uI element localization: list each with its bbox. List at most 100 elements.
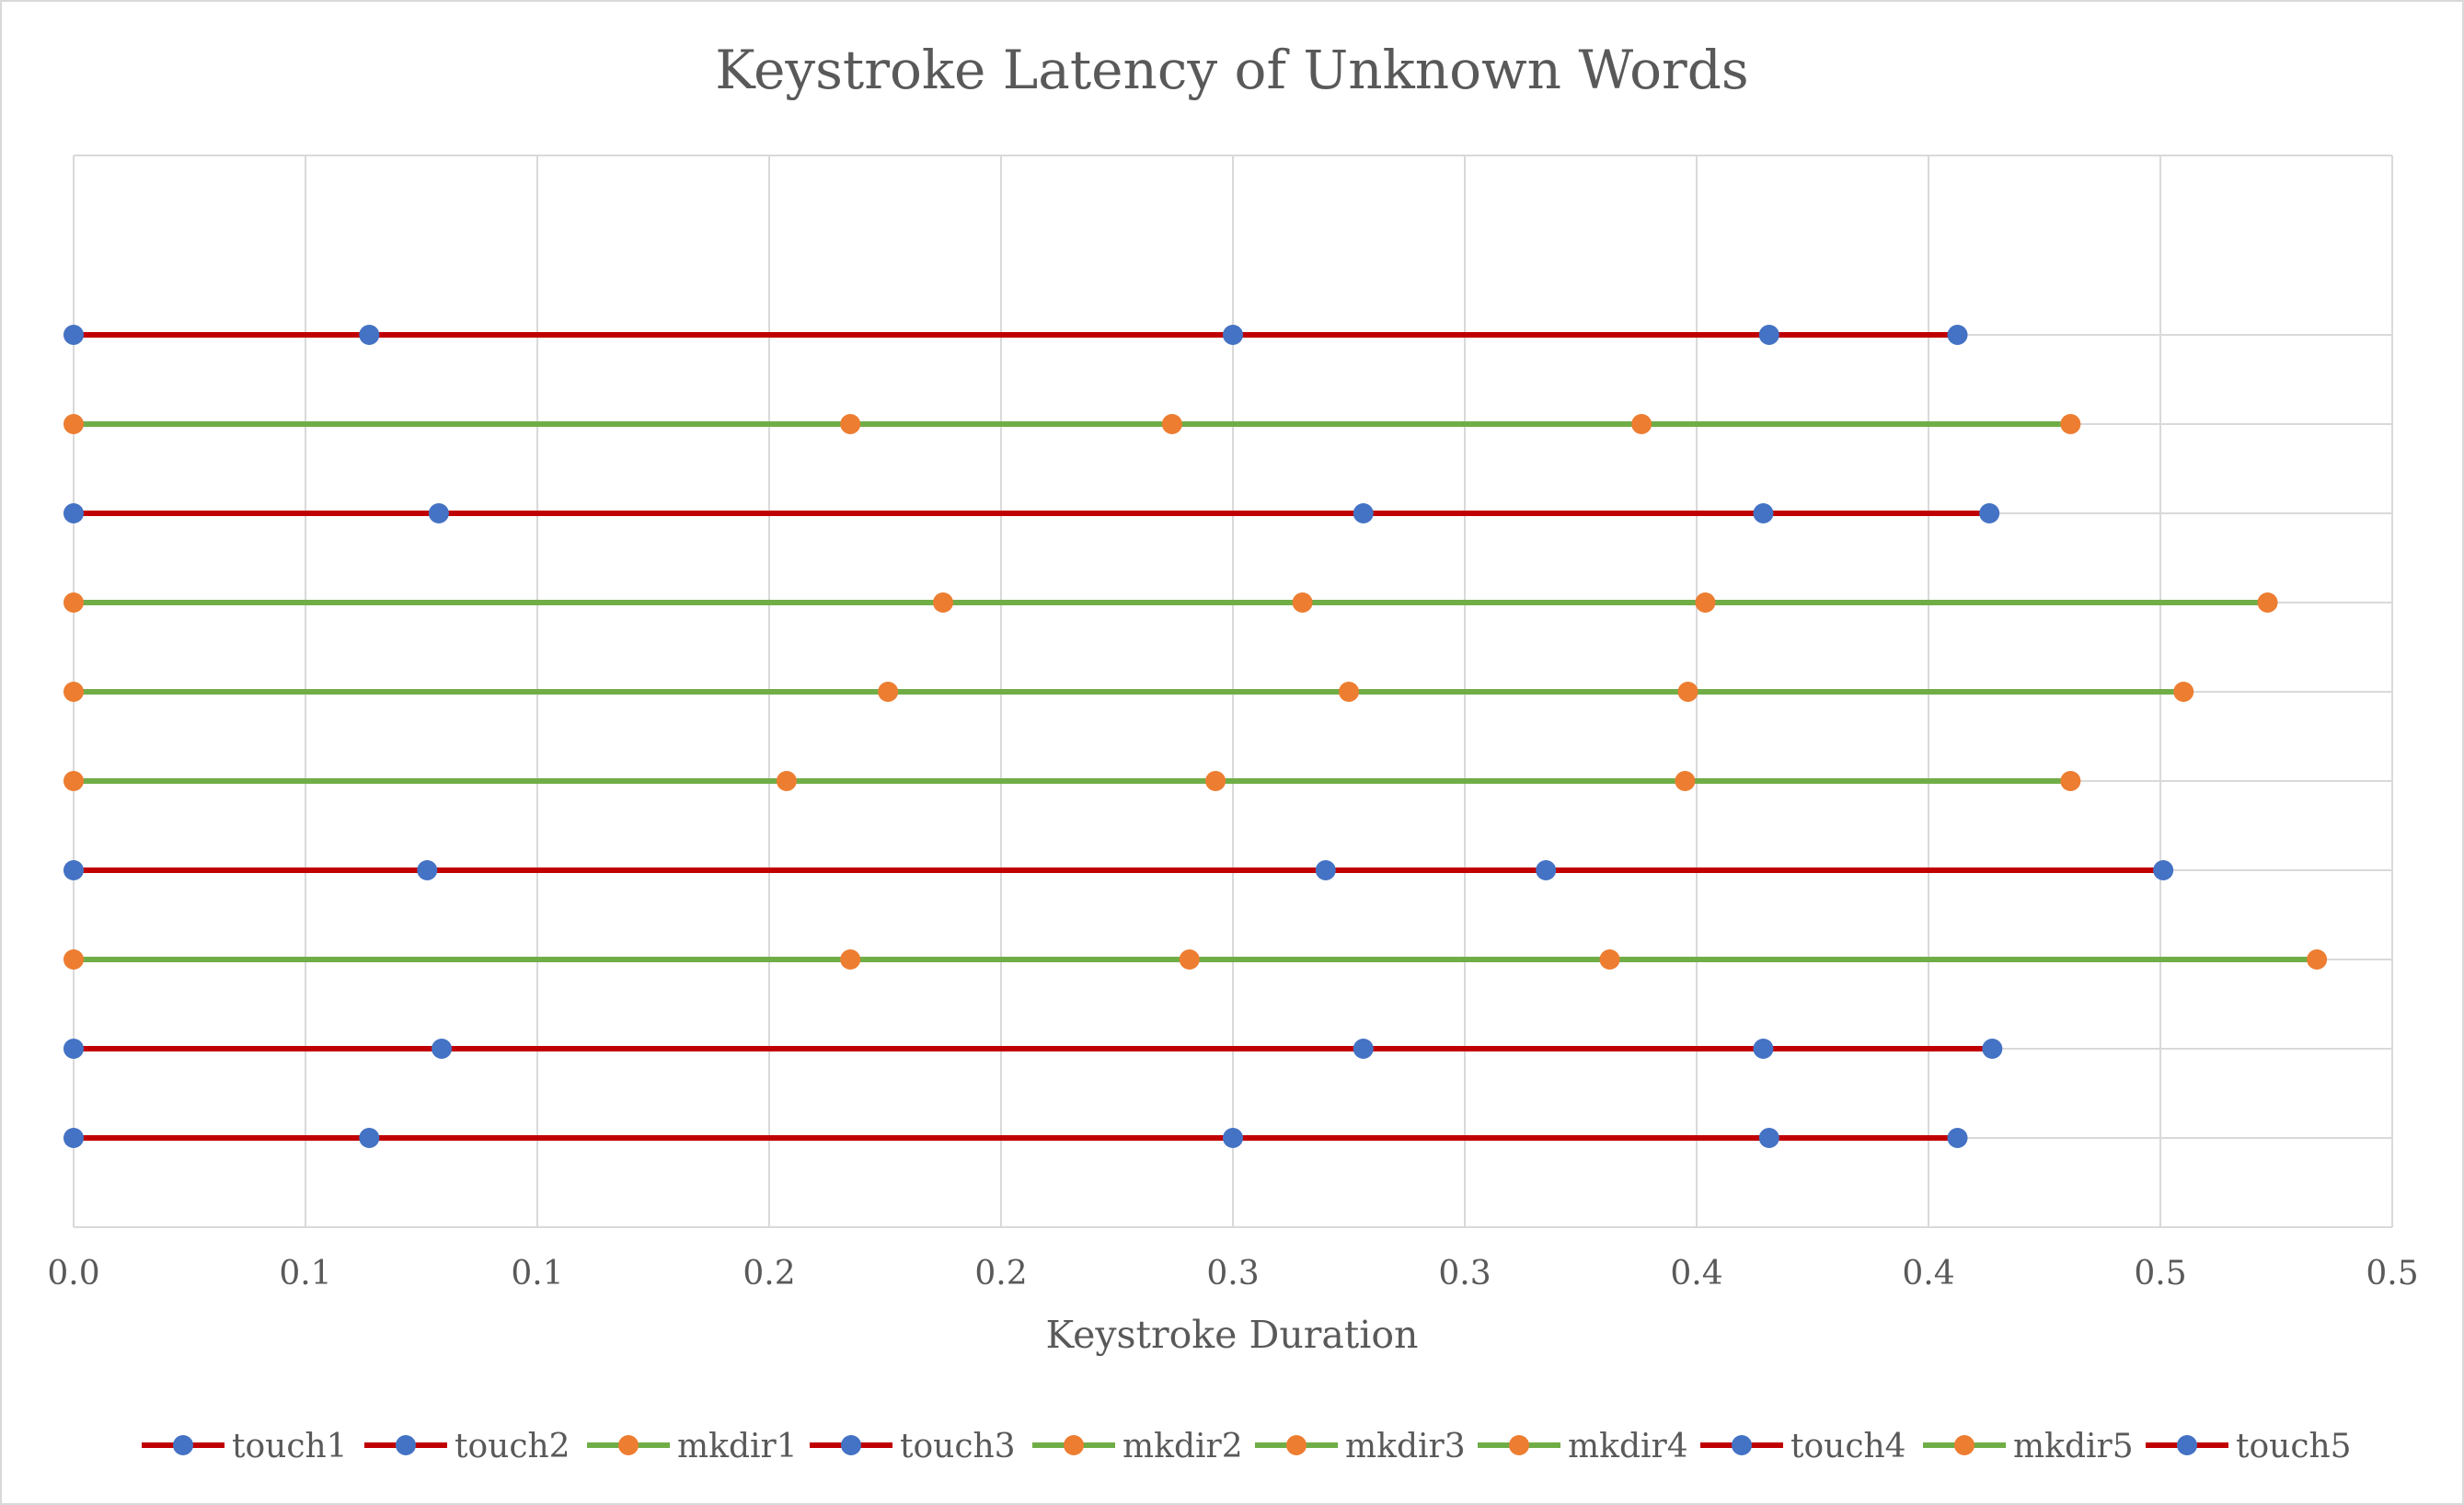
x-tick-label-6: 0.3 [1438, 1255, 1491, 1292]
legend-item-mkdir3: mkdir3 [1255, 1428, 1466, 1465]
legend-marker-touch4 [1732, 1435, 1752, 1455]
legend-marker-mkdir1 [618, 1435, 639, 1455]
data-point-touch4-5 [1979, 503, 2000, 523]
legend-marker-touch2 [396, 1435, 416, 1455]
data-point-touch1-4 [1758, 1128, 1779, 1148]
legend-marker-mkdir2 [1064, 1435, 1084, 1455]
x-tick-label-10: 0.5 [2366, 1255, 2418, 1292]
data-point-mkdir3-3 [1339, 682, 1359, 702]
legend-marker-touch5 [2177, 1435, 2197, 1455]
legend: touch1 touch2 mkdir1 touch3 mkdir2 mkdir3 mkdi… [142, 1428, 2352, 1465]
x-tick-label-3: 0.2 [743, 1255, 795, 1292]
legend-item-mkdir5: mkdir5 [1923, 1428, 2134, 1465]
data-point-touch2-4 [1753, 1039, 1774, 1059]
legend-item-touch1: touch1 [142, 1428, 348, 1465]
data-point-touch1-3 [1223, 1128, 1243, 1148]
data-point-touch2-5 [1982, 1039, 2003, 1059]
series-touch5 [63, 325, 1968, 345]
data-point-touch5-3 [1223, 325, 1243, 345]
legend-label-touch1: touch1 [232, 1428, 348, 1465]
data-point-mkdir1-1 [63, 949, 84, 970]
x-axis-title: Keystroke Duration [1046, 1313, 1419, 1357]
data-point-mkdir1-5 [2307, 949, 2328, 970]
data-point-touch3-2 [417, 860, 438, 880]
data-point-touch2-2 [432, 1039, 453, 1059]
data-point-touch3-5 [2153, 860, 2174, 880]
data-point-touch4-2 [428, 503, 449, 523]
legend-item-touch2: touch2 [364, 1428, 570, 1465]
series-mkdir2 [63, 771, 2081, 791]
data-point-touch1-1 [63, 1128, 84, 1148]
series-touch3 [63, 860, 2174, 880]
data-point-touch4-4 [1753, 503, 1774, 523]
data-point-mkdir4-3 [1292, 592, 1313, 613]
data-point-mkdir2-3 [1205, 771, 1226, 791]
legend-marker-touch1 [173, 1435, 193, 1455]
legend-label-touch2: touch2 [455, 1428, 570, 1465]
data-point-touch3-4 [1536, 860, 1557, 880]
legend-marker-mkdir4 [1509, 1435, 1529, 1455]
legend-item-touch3: touch3 [810, 1428, 1016, 1465]
data-point-touch5-1 [63, 325, 84, 345]
data-point-touch2-1 [63, 1039, 84, 1059]
x-tick-label-2: 0.1 [511, 1255, 563, 1292]
data-point-touch4-3 [1353, 503, 1374, 523]
legend-label-mkdir3: mkdir3 [1345, 1428, 1466, 1465]
legend-item-touch4: touch4 [1700, 1428, 1906, 1465]
x-tick-label-7: 0.4 [1670, 1255, 1722, 1292]
x-tick-label-4: 0.2 [974, 1255, 1027, 1292]
legend-label-touch4: touch4 [1790, 1428, 1906, 1465]
data-point-mkdir4-5 [2257, 592, 2278, 613]
data-point-mkdir2-1 [63, 771, 84, 791]
data-point-mkdir5-2 [840, 414, 861, 434]
data-point-mkdir5-4 [1631, 414, 1652, 434]
legend-marker-mkdir3 [1286, 1435, 1307, 1455]
data-point-mkdir5-5 [2060, 414, 2081, 434]
data-point-mkdir4-4 [1695, 592, 1716, 613]
data-point-mkdir4-2 [933, 592, 953, 613]
data-point-mkdir3-5 [2173, 682, 2194, 702]
data-point-mkdir1-2 [840, 949, 861, 970]
x-tick-label-5: 0.3 [1206, 1255, 1259, 1292]
series-touch2 [63, 1039, 2003, 1059]
legend-item-mkdir1: mkdir1 [587, 1428, 798, 1465]
legend-label-mkdir1: mkdir1 [677, 1428, 798, 1465]
data-point-mkdir5-1 [63, 414, 84, 434]
data-point-mkdir3-1 [63, 682, 84, 702]
data-point-mkdir1-3 [1179, 949, 1200, 970]
series-mkdir3 [63, 682, 2194, 702]
data-point-mkdir3-2 [878, 682, 899, 702]
legend-label-mkdir4: mkdir4 [1568, 1428, 1688, 1465]
series-touch4 [63, 503, 2000, 523]
legend-item-mkdir4: mkdir4 [1478, 1428, 1688, 1465]
data-point-mkdir1-4 [1599, 949, 1620, 970]
data-point-touch3-1 [63, 860, 84, 880]
x-axis: 0.0 0.1 0.1 0.2 0.2 0.3 0.3 0.4 0.4 0.5 0.5 [47, 1226, 2419, 1292]
legend-label-touch5: touch5 [2236, 1428, 2352, 1465]
data-point-touch1-2 [359, 1128, 380, 1148]
data-point-mkdir2-5 [2060, 771, 2081, 791]
data-point-touch1-5 [1947, 1128, 1968, 1148]
series-mkdir5 [63, 414, 2081, 434]
legend-label-touch3: touch3 [900, 1428, 1016, 1465]
x-tick-label-9: 0.5 [2134, 1255, 2186, 1292]
legend-label-mkdir5: mkdir5 [2013, 1428, 2134, 1465]
legend-item-touch5: touch5 [2146, 1428, 2352, 1465]
chart-title: Keystroke Latency of Unknown Words [715, 39, 1748, 101]
data-point-touch4-1 [63, 503, 84, 523]
legend-marker-touch3 [841, 1435, 861, 1455]
legend-marker-mkdir5 [1954, 1435, 1975, 1455]
data-point-touch3-3 [1315, 860, 1336, 880]
data-point-mkdir3-4 [1677, 682, 1698, 702]
x-tick-label-8: 0.4 [1902, 1255, 1954, 1292]
data-point-mkdir2-4 [1675, 771, 1696, 791]
data-point-touch2-3 [1353, 1039, 1374, 1059]
data-point-touch5-5 [1947, 325, 1968, 345]
series-touch1 [63, 1128, 1968, 1148]
data-point-touch5-4 [1758, 325, 1779, 345]
data-point-mkdir4-1 [63, 592, 84, 613]
legend-label-mkdir2: mkdir2 [1123, 1428, 1243, 1465]
data-point-mkdir5-3 [1161, 414, 1182, 434]
